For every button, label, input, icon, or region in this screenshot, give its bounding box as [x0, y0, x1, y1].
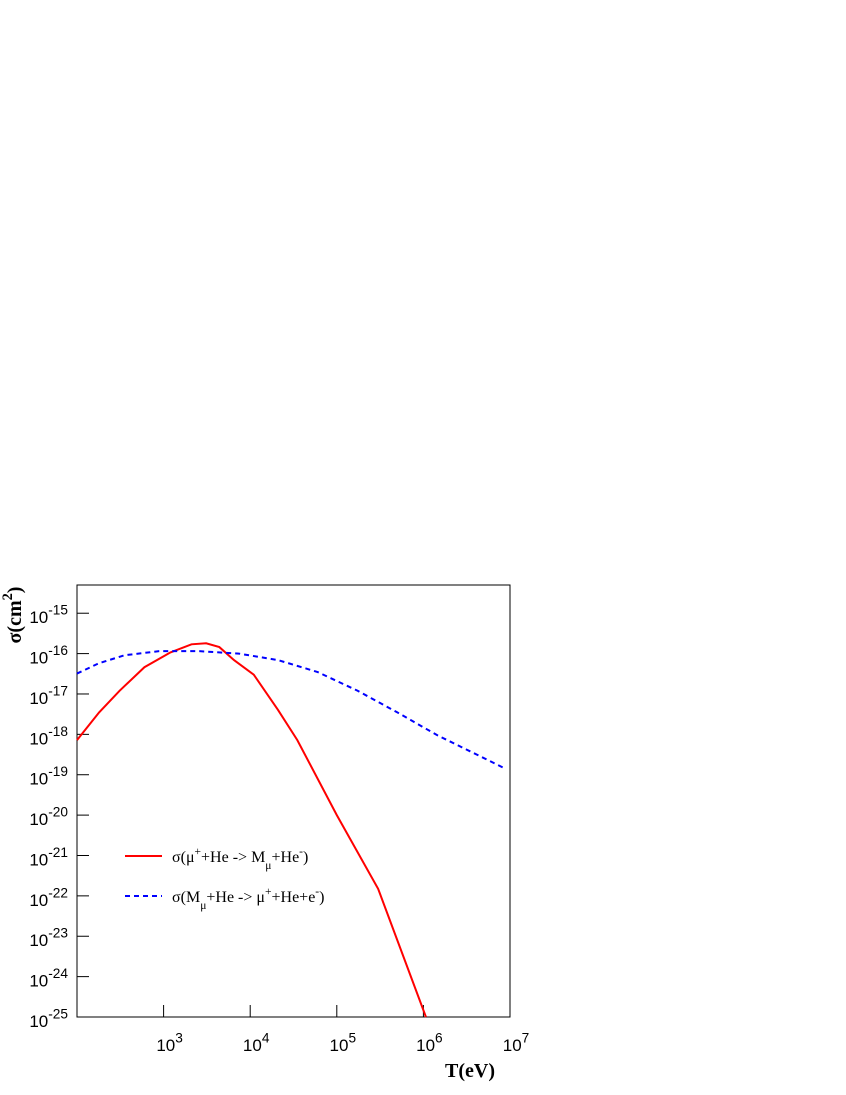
text-part: μ	[200, 900, 206, 912]
y-tick-label: 10-23	[29, 926, 68, 951]
text-part: -24	[48, 966, 68, 981]
series-line	[76, 642, 427, 1018]
y-axis-title: σ(cm2)	[0, 587, 26, 644]
text-part: 10	[29, 931, 48, 950]
text-part: 2	[0, 593, 16, 600]
text-part: )	[319, 889, 324, 906]
x-tick-label: 107	[503, 1030, 530, 1055]
text-part: +He	[271, 849, 299, 866]
text-part: +	[195, 846, 202, 858]
text-part: -18	[48, 724, 68, 739]
text-part: σ(μ	[172, 849, 195, 866]
y-tick-label: 10-18	[29, 724, 68, 749]
text-part: 10	[29, 850, 48, 869]
text-part: )	[303, 849, 308, 866]
y-tick-label: 10-19	[29, 764, 68, 789]
text-part: +	[265, 886, 272, 898]
text-part: -15	[48, 603, 68, 618]
text-part: -	[315, 886, 319, 898]
y-tick-label: 10-25	[29, 1006, 68, 1031]
text-part: -20	[48, 805, 68, 820]
text-part: 4	[262, 1030, 270, 1045]
text-part: σ(M	[172, 889, 200, 906]
x-tick-label: 106	[416, 1030, 443, 1055]
text-part: -22	[48, 885, 68, 900]
y-tick-label: 10-22	[29, 885, 68, 910]
series-line	[76, 650, 507, 770]
y-tick-label: 10-17	[29, 683, 68, 708]
text-part: +He+e	[271, 889, 315, 906]
text-part: -25	[48, 1006, 68, 1021]
text-part: 5	[348, 1030, 356, 1045]
text-part: 10	[243, 1036, 262, 1055]
text-part: 10	[156, 1036, 175, 1055]
text-part: 10	[29, 770, 48, 789]
text-part: 10	[503, 1036, 522, 1055]
text-part: 10	[29, 608, 48, 627]
text-part: -16	[48, 643, 68, 658]
x-tick-label: 103	[156, 1030, 183, 1055]
text-part: -23	[48, 926, 68, 941]
y-tick-label: 10-16	[29, 643, 68, 668]
text-part: 6	[435, 1030, 443, 1045]
text-part: 10	[330, 1036, 349, 1055]
text-part: μ	[265, 860, 271, 872]
text-part: 10	[29, 1012, 48, 1031]
y-tick-label: 10-15	[29, 603, 68, 628]
text-part: -19	[48, 764, 68, 779]
text-part: σ(cm	[4, 600, 26, 643]
legend-label: σ(μ++He -> Mμ+He-)	[172, 846, 308, 872]
text-part: 10	[29, 689, 48, 708]
text-part: 10	[29, 810, 48, 829]
text-part: 10	[29, 891, 48, 910]
text-part: +He -> μ	[206, 889, 265, 906]
text-part: 7	[522, 1030, 530, 1045]
y-tick-label: 10-21	[29, 845, 68, 870]
text-part: 10	[29, 972, 48, 991]
text-part: 10	[416, 1036, 435, 1055]
text-part: -17	[48, 683, 68, 698]
text-part: 3	[175, 1030, 183, 1045]
x-axis-title: T(eV)	[445, 1060, 495, 1082]
y-tick-label: 10-20	[29, 805, 68, 830]
text-part: 10	[29, 649, 48, 668]
text-part: -	[299, 846, 303, 858]
text-part: -21	[48, 845, 68, 860]
x-tick-label: 105	[330, 1030, 357, 1055]
x-tick-label: 104	[243, 1030, 270, 1055]
legend-label: σ(Mμ+He -> μ++He+e-)	[172, 886, 324, 912]
text-part: 10	[29, 729, 48, 748]
plot-frame	[76, 584, 511, 1018]
text-part: )	[4, 587, 26, 594]
text-part: +He -> M	[201, 849, 265, 866]
y-tick-label: 10-24	[29, 966, 68, 991]
